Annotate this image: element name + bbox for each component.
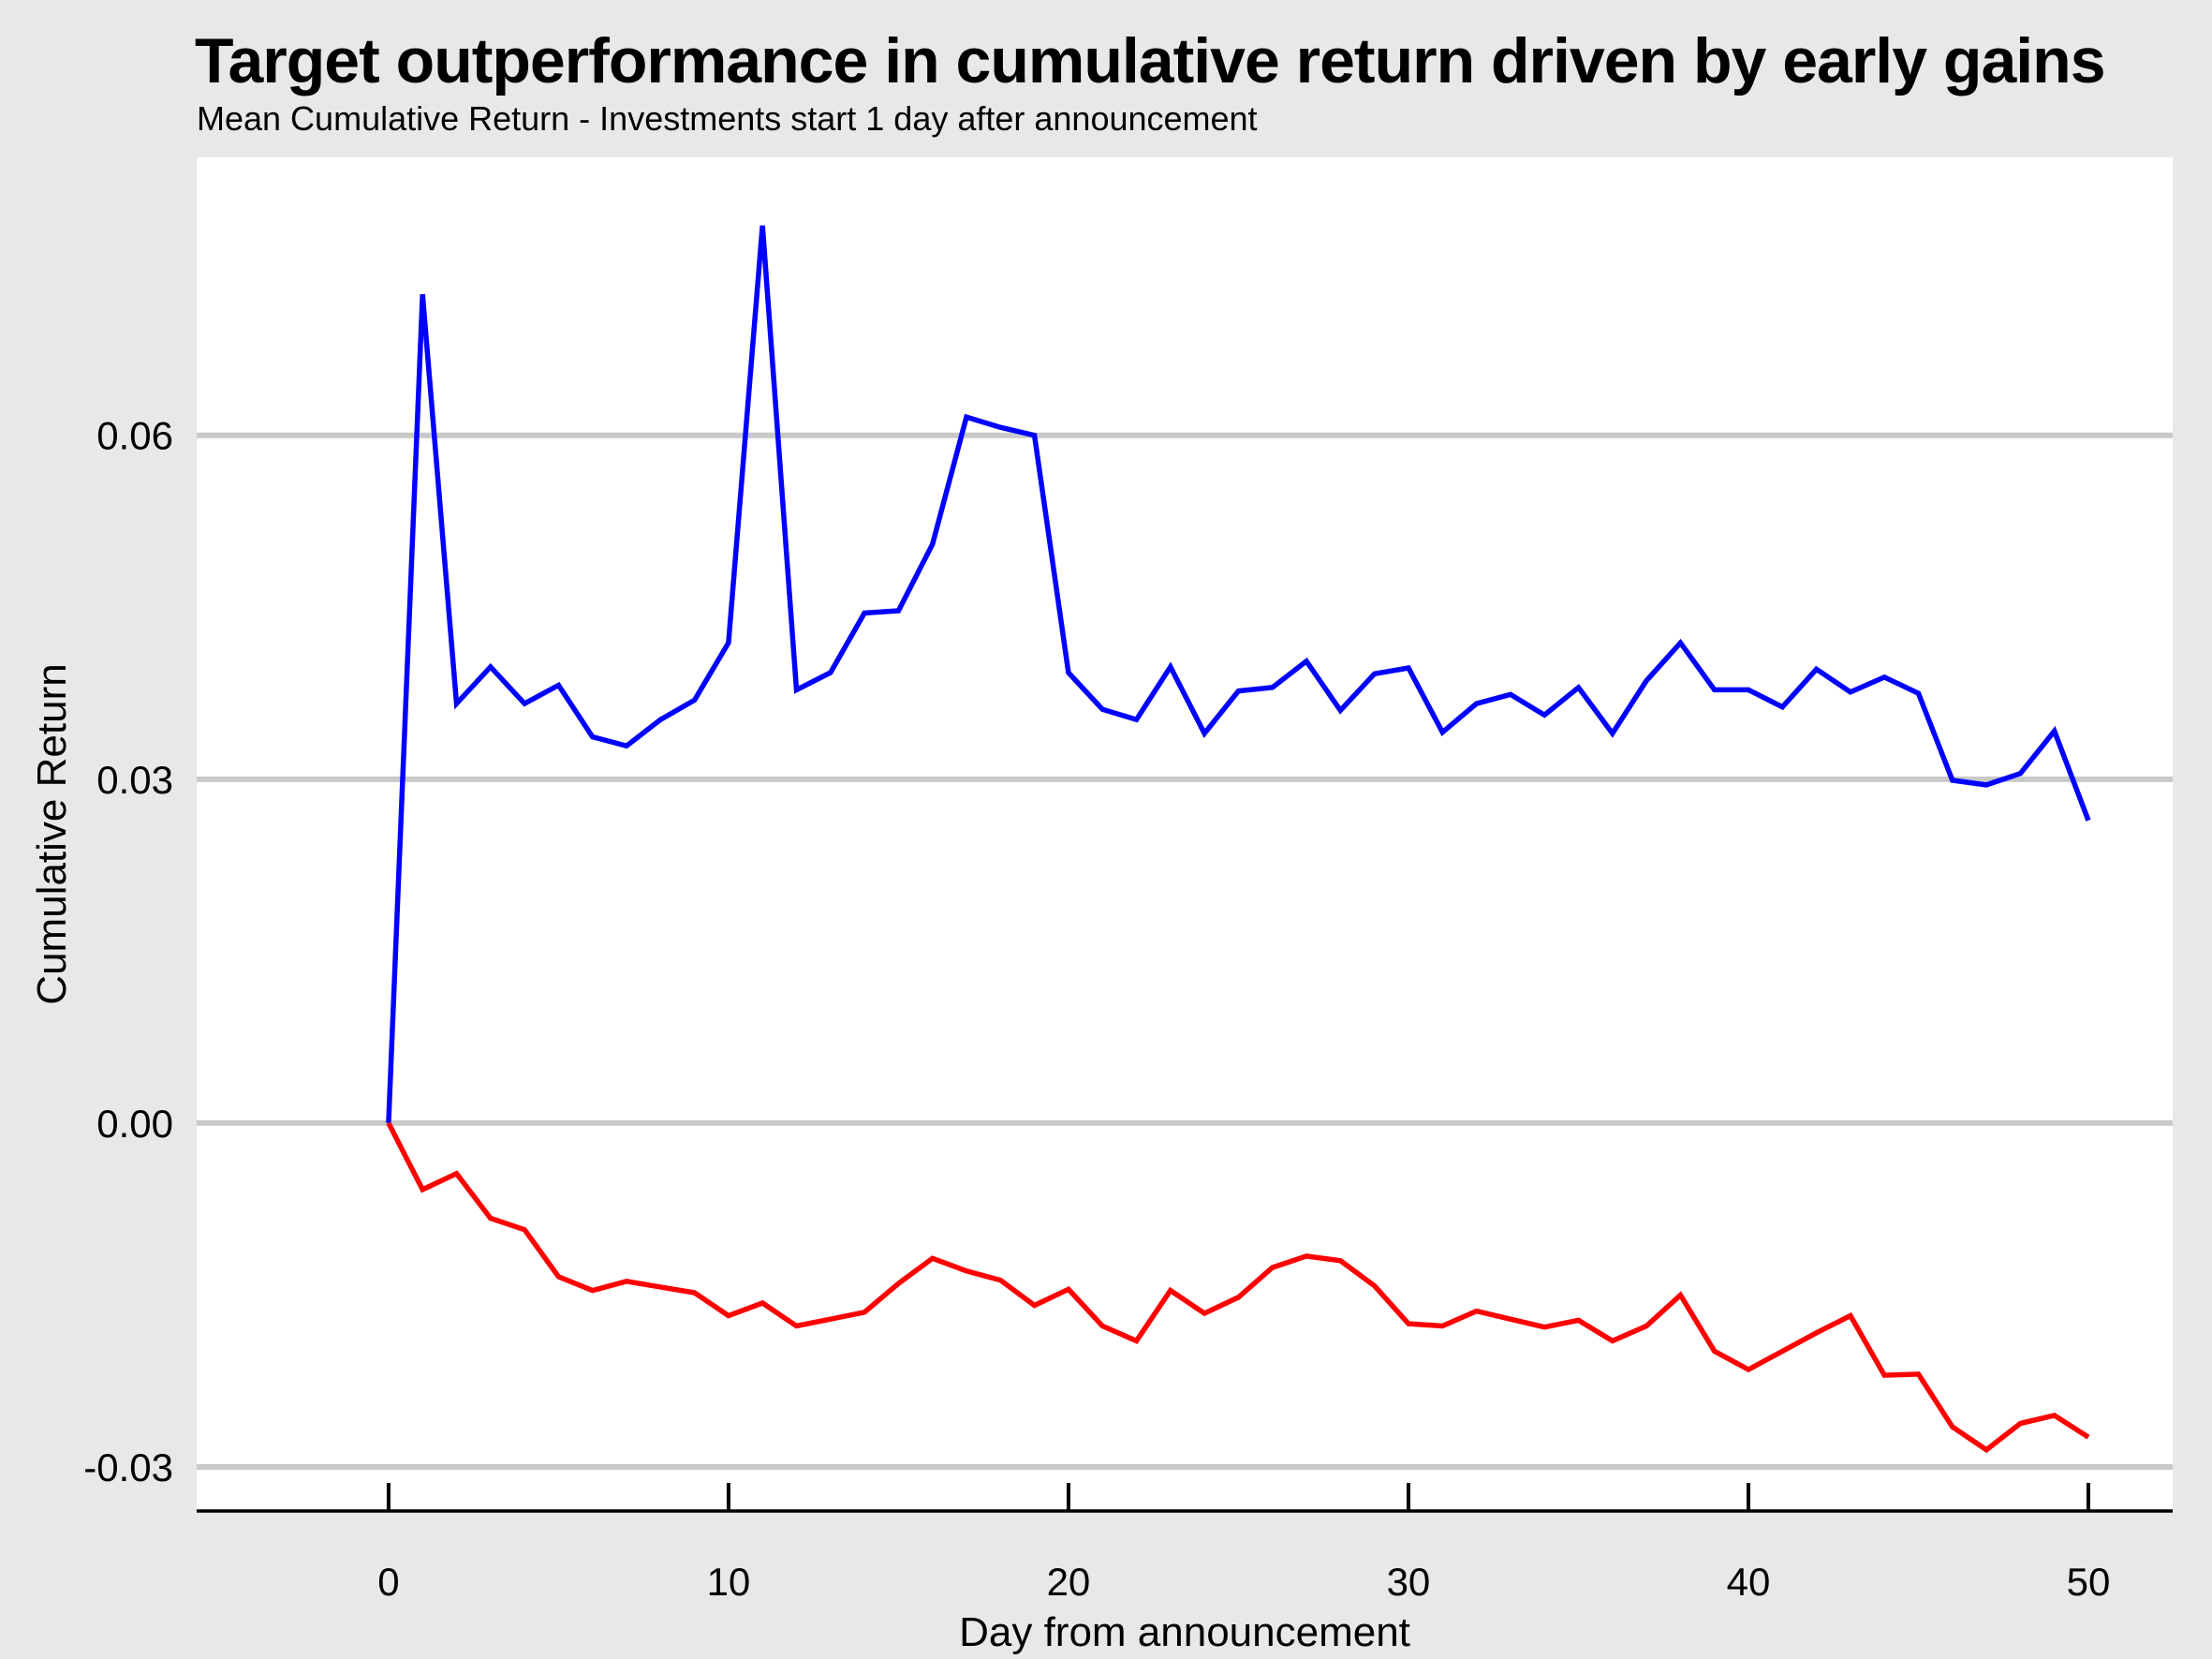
- x-tick-label-10: 10: [707, 1560, 751, 1604]
- chart-title: Target outperformance in cumulative retu…: [195, 25, 2106, 96]
- chart-subtitle: Mean Cumulative Return - Investments sta…: [197, 99, 1258, 138]
- y-tick-label-0.00: 0.00: [96, 1102, 173, 1146]
- x-tick-label-40: 40: [1727, 1560, 1771, 1604]
- x-tick-label-20: 20: [1047, 1560, 1091, 1604]
- red-line-series: [386, 1121, 2090, 1454]
- blue-line-series: [386, 225, 2091, 1124]
- x-tick-label-50: 50: [2067, 1560, 2111, 1604]
- y-tick-label-0.06: 0.06: [96, 414, 173, 458]
- y-tick-label--0.03: -0.03: [83, 1445, 173, 1489]
- y-axis-title: Cumulative Return: [29, 663, 75, 1004]
- x-tick-label-30: 30: [1387, 1560, 1431, 1604]
- x-axis-title: Day from announcement: [959, 1609, 1410, 1655]
- y-tick-label-0.03: 0.03: [96, 758, 173, 802]
- plot-panel: [197, 157, 2173, 1511]
- x-tick-label-0: 0: [377, 1560, 399, 1604]
